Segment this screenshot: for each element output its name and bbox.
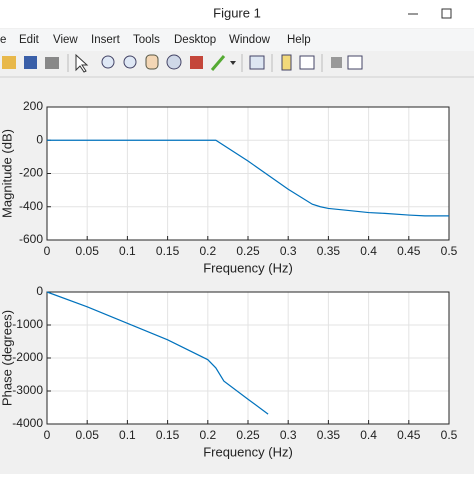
x-tick-label: 0.25 xyxy=(236,428,260,442)
maximize-button[interactable] xyxy=(432,6,462,22)
pan-icon[interactable] xyxy=(145,54,159,70)
open-icon[interactable] xyxy=(2,56,16,69)
menu-item[interactable]: Desktop xyxy=(174,34,216,46)
y-axis-label: Magnitude (dB) xyxy=(0,129,14,218)
x-tick-label: 0.3 xyxy=(280,244,297,258)
y-tick-label: -2000 xyxy=(12,350,43,364)
toolbar xyxy=(0,51,474,77)
x-axis-label: Frequency (Hz) xyxy=(203,444,293,459)
y-tick-label: 200 xyxy=(23,99,43,113)
y-tick-label: 0 xyxy=(36,132,43,146)
zoom-out-icon[interactable] xyxy=(123,55,137,69)
y-tick-label: -4000 xyxy=(12,416,43,430)
menu-item[interactable]: Help xyxy=(287,34,311,46)
menu-item[interactable]: Edit xyxy=(19,34,40,46)
x-tick-label: 0.4 xyxy=(360,428,377,442)
select-icon[interactable] xyxy=(75,53,89,73)
menu-item[interactable]: View xyxy=(53,34,78,46)
zoom-in-icon[interactable] xyxy=(101,55,115,69)
x-tick-label: 0.35 xyxy=(317,244,341,258)
brush-icon[interactable] xyxy=(210,55,226,71)
menu-items: e Edit View Insert Tools Desktop Window Help xyxy=(0,34,311,46)
window-title: Figure 1 xyxy=(213,5,261,20)
x-tick-label: 0.5 xyxy=(441,244,458,258)
x-tick-label: 0.15 xyxy=(156,428,180,442)
x-tick-label: 0 xyxy=(44,244,51,258)
menu-item[interactable]: Insert xyxy=(91,34,121,46)
axes-box xyxy=(46,106,450,241)
x-tick-label: 0.05 xyxy=(76,428,100,442)
legend-icon[interactable] xyxy=(299,55,315,70)
x-tick-label: 0.4 xyxy=(360,244,377,258)
print-icon[interactable] xyxy=(45,57,59,69)
x-tick-label: 0.1 xyxy=(119,428,136,442)
save-icon[interactable] xyxy=(24,56,37,69)
menu-item[interactable]: e xyxy=(0,34,6,46)
y-tick-label: -1000 xyxy=(12,317,43,331)
x-tick-label: 0.3 xyxy=(280,428,297,442)
menu-bar xyxy=(0,29,474,51)
x-tick-label: 0.1 xyxy=(119,244,136,258)
x-tick-label: 0.2 xyxy=(199,244,216,258)
y-tick-label: -3000 xyxy=(12,383,43,397)
colorbar-icon[interactable] xyxy=(281,54,292,71)
x-tick-label: 0 xyxy=(44,428,51,442)
y-tick-label: -600 xyxy=(19,232,43,246)
x-tick-label: 0.45 xyxy=(397,428,421,442)
x-axis-label: Frequency (Hz) xyxy=(203,260,293,275)
link-icon[interactable] xyxy=(249,55,265,70)
toolbar-icons xyxy=(2,53,363,73)
menu-item[interactable]: Window xyxy=(229,34,271,46)
menu-item[interactable]: Tools xyxy=(133,34,160,46)
rotate-icon[interactable] xyxy=(166,54,182,70)
title-bar xyxy=(0,0,474,28)
x-tick-label: 0.35 xyxy=(317,428,341,442)
datatip-icon[interactable] xyxy=(190,56,203,69)
maximize-icon xyxy=(441,8,452,19)
x-tick-label: 0.45 xyxy=(397,244,421,258)
dropdown-icon[interactable] xyxy=(230,61,236,65)
y-tick-label: -200 xyxy=(19,166,43,180)
x-tick-label: 0.05 xyxy=(76,244,100,258)
y-tick-label: -400 xyxy=(19,199,43,213)
x-tick-label: 0.15 xyxy=(156,244,180,258)
axes: 0 0.05 0.1 0.15 0.2 0.25 0.3 0.35 0.4 0.45 0.5 200 0… xyxy=(0,99,458,275)
axes: 0 0.05 0.1 0.15 0.2 0.25 0.3 0.35 0.4 0.45 0.5 0 -10… xyxy=(0,284,458,459)
data-line xyxy=(47,139,449,217)
x-tick-label: 0.2 xyxy=(199,428,216,442)
y-tick-label: 0 xyxy=(36,284,43,298)
axes-box xyxy=(46,291,450,425)
y-axis-label: Phase (degrees) xyxy=(0,310,14,406)
data-line xyxy=(46,291,269,415)
window-controls xyxy=(398,6,462,22)
dock-icon[interactable] xyxy=(347,55,363,70)
x-tick-label: 0.25 xyxy=(236,244,260,258)
x-tick-label: 0.5 xyxy=(441,428,458,442)
hide-tools-icon[interactable] xyxy=(331,57,342,68)
